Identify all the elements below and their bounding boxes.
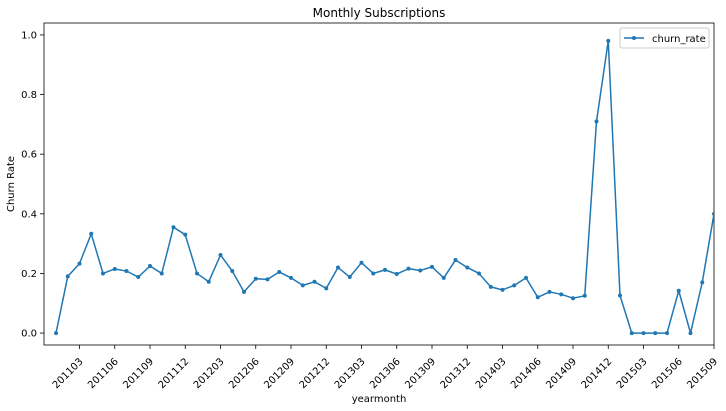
data-point: [512, 283, 517, 288]
data-point: [324, 286, 329, 291]
data-point: [359, 260, 364, 265]
x-tick-label: 201206: [227, 356, 262, 391]
x-tick-label: 201306: [368, 356, 403, 391]
x-tick-label: 201312: [439, 356, 474, 391]
data-point: [265, 277, 270, 282]
data-point: [524, 275, 528, 280]
data-point: [183, 232, 188, 237]
data-point: [336, 265, 340, 270]
data-point: [712, 211, 714, 216]
data-point: [688, 331, 693, 336]
x-tick-label: 201409: [544, 356, 579, 391]
legend: churn_rate: [619, 27, 710, 49]
data-point: [559, 292, 564, 297]
data-point: [500, 287, 505, 292]
x-tick-label: 201309: [403, 356, 438, 391]
series-line-churn-rate: [55, 40, 714, 334]
data-point: [77, 261, 82, 266]
data-point: [218, 252, 223, 257]
data-point: [101, 271, 105, 276]
data-point: [206, 279, 211, 284]
data-point: [371, 271, 376, 276]
data-point: [112, 266, 117, 271]
data-point: [277, 269, 282, 274]
x-tick-label: 201503: [615, 356, 650, 391]
x-tick-label: 201509: [685, 356, 720, 391]
data-point: [89, 231, 94, 236]
data-point: [136, 275, 141, 280]
x-tick-label: 201112: [157, 356, 192, 391]
x-tick-label: 201403: [474, 356, 509, 391]
data-point: [300, 283, 305, 288]
data-point: [488, 284, 493, 289]
data-point: [629, 331, 634, 336]
data-point: [124, 269, 129, 274]
y-tick-label: 0.4: [21, 209, 37, 220]
legend-marker-swatch: [632, 36, 636, 40]
data-point: [641, 331, 646, 336]
x-tick-label: 201412: [580, 356, 615, 391]
data-point: [618, 293, 622, 298]
data-point: [582, 293, 587, 298]
data-point: [394, 272, 399, 277]
data-point: [418, 268, 423, 273]
x-tick-label: 201303: [333, 356, 368, 391]
y-tick-label: 1.0: [21, 30, 37, 41]
data-point: [253, 276, 258, 281]
data-point: [571, 296, 575, 301]
data-point: [676, 288, 681, 293]
data-point: [289, 275, 293, 280]
data-point: [606, 38, 611, 43]
data-point: [54, 331, 58, 336]
data-point: [700, 280, 705, 285]
x-tick-label: 201212: [298, 356, 333, 391]
data-point: [148, 263, 152, 268]
data-point: [441, 275, 446, 280]
data-point: [171, 225, 176, 230]
x-tick-label: 201109: [121, 356, 156, 391]
x-tick-label: 201203: [192, 356, 227, 391]
series-churn-rate: [54, 38, 714, 336]
data-point: [653, 331, 658, 336]
data-point: [347, 275, 352, 280]
plot-area: 0.0 0.2 0.4 0.6 0.8 1.0 201103 201106 201109 2011…: [21, 22, 720, 391]
data-point: [230, 269, 235, 274]
data-point: [159, 271, 164, 276]
data-point: [453, 258, 458, 263]
plot-frame: [43, 22, 715, 346]
data-point: [465, 265, 470, 270]
y-tick-label: 0.8: [21, 90, 37, 101]
y-tick-label: 0.2: [21, 269, 37, 280]
y-tick-label: 0.0: [21, 329, 37, 340]
data-point: [547, 289, 552, 294]
data-point: [242, 289, 246, 294]
x-tick-label: 201209: [262, 356, 297, 391]
data-point: [65, 274, 70, 279]
data-point: [477, 271, 481, 276]
data-point: [195, 271, 199, 276]
y-axis-label: Churn Rate: [6, 156, 17, 212]
x-tick-label: 201106: [86, 356, 121, 391]
chart-title: Monthly Subscriptions: [313, 6, 446, 20]
data-point: [430, 264, 434, 269]
data-point: [383, 267, 387, 272]
data-point: [535, 295, 540, 300]
x-axis-label: yearmonth: [352, 394, 407, 405]
legend-entry-churn-rate: churn_rate: [652, 34, 706, 45]
data-point: [665, 331, 669, 336]
legend-box: [619, 27, 710, 49]
x-tick-label: 201103: [51, 356, 86, 391]
data-point: [594, 119, 599, 124]
x-tick-label: 201406: [509, 356, 544, 391]
y-tick-label: 0.6: [21, 150, 37, 161]
x-tick-label: 201506: [650, 356, 685, 391]
data-point: [406, 266, 411, 271]
data-point: [312, 279, 317, 284]
